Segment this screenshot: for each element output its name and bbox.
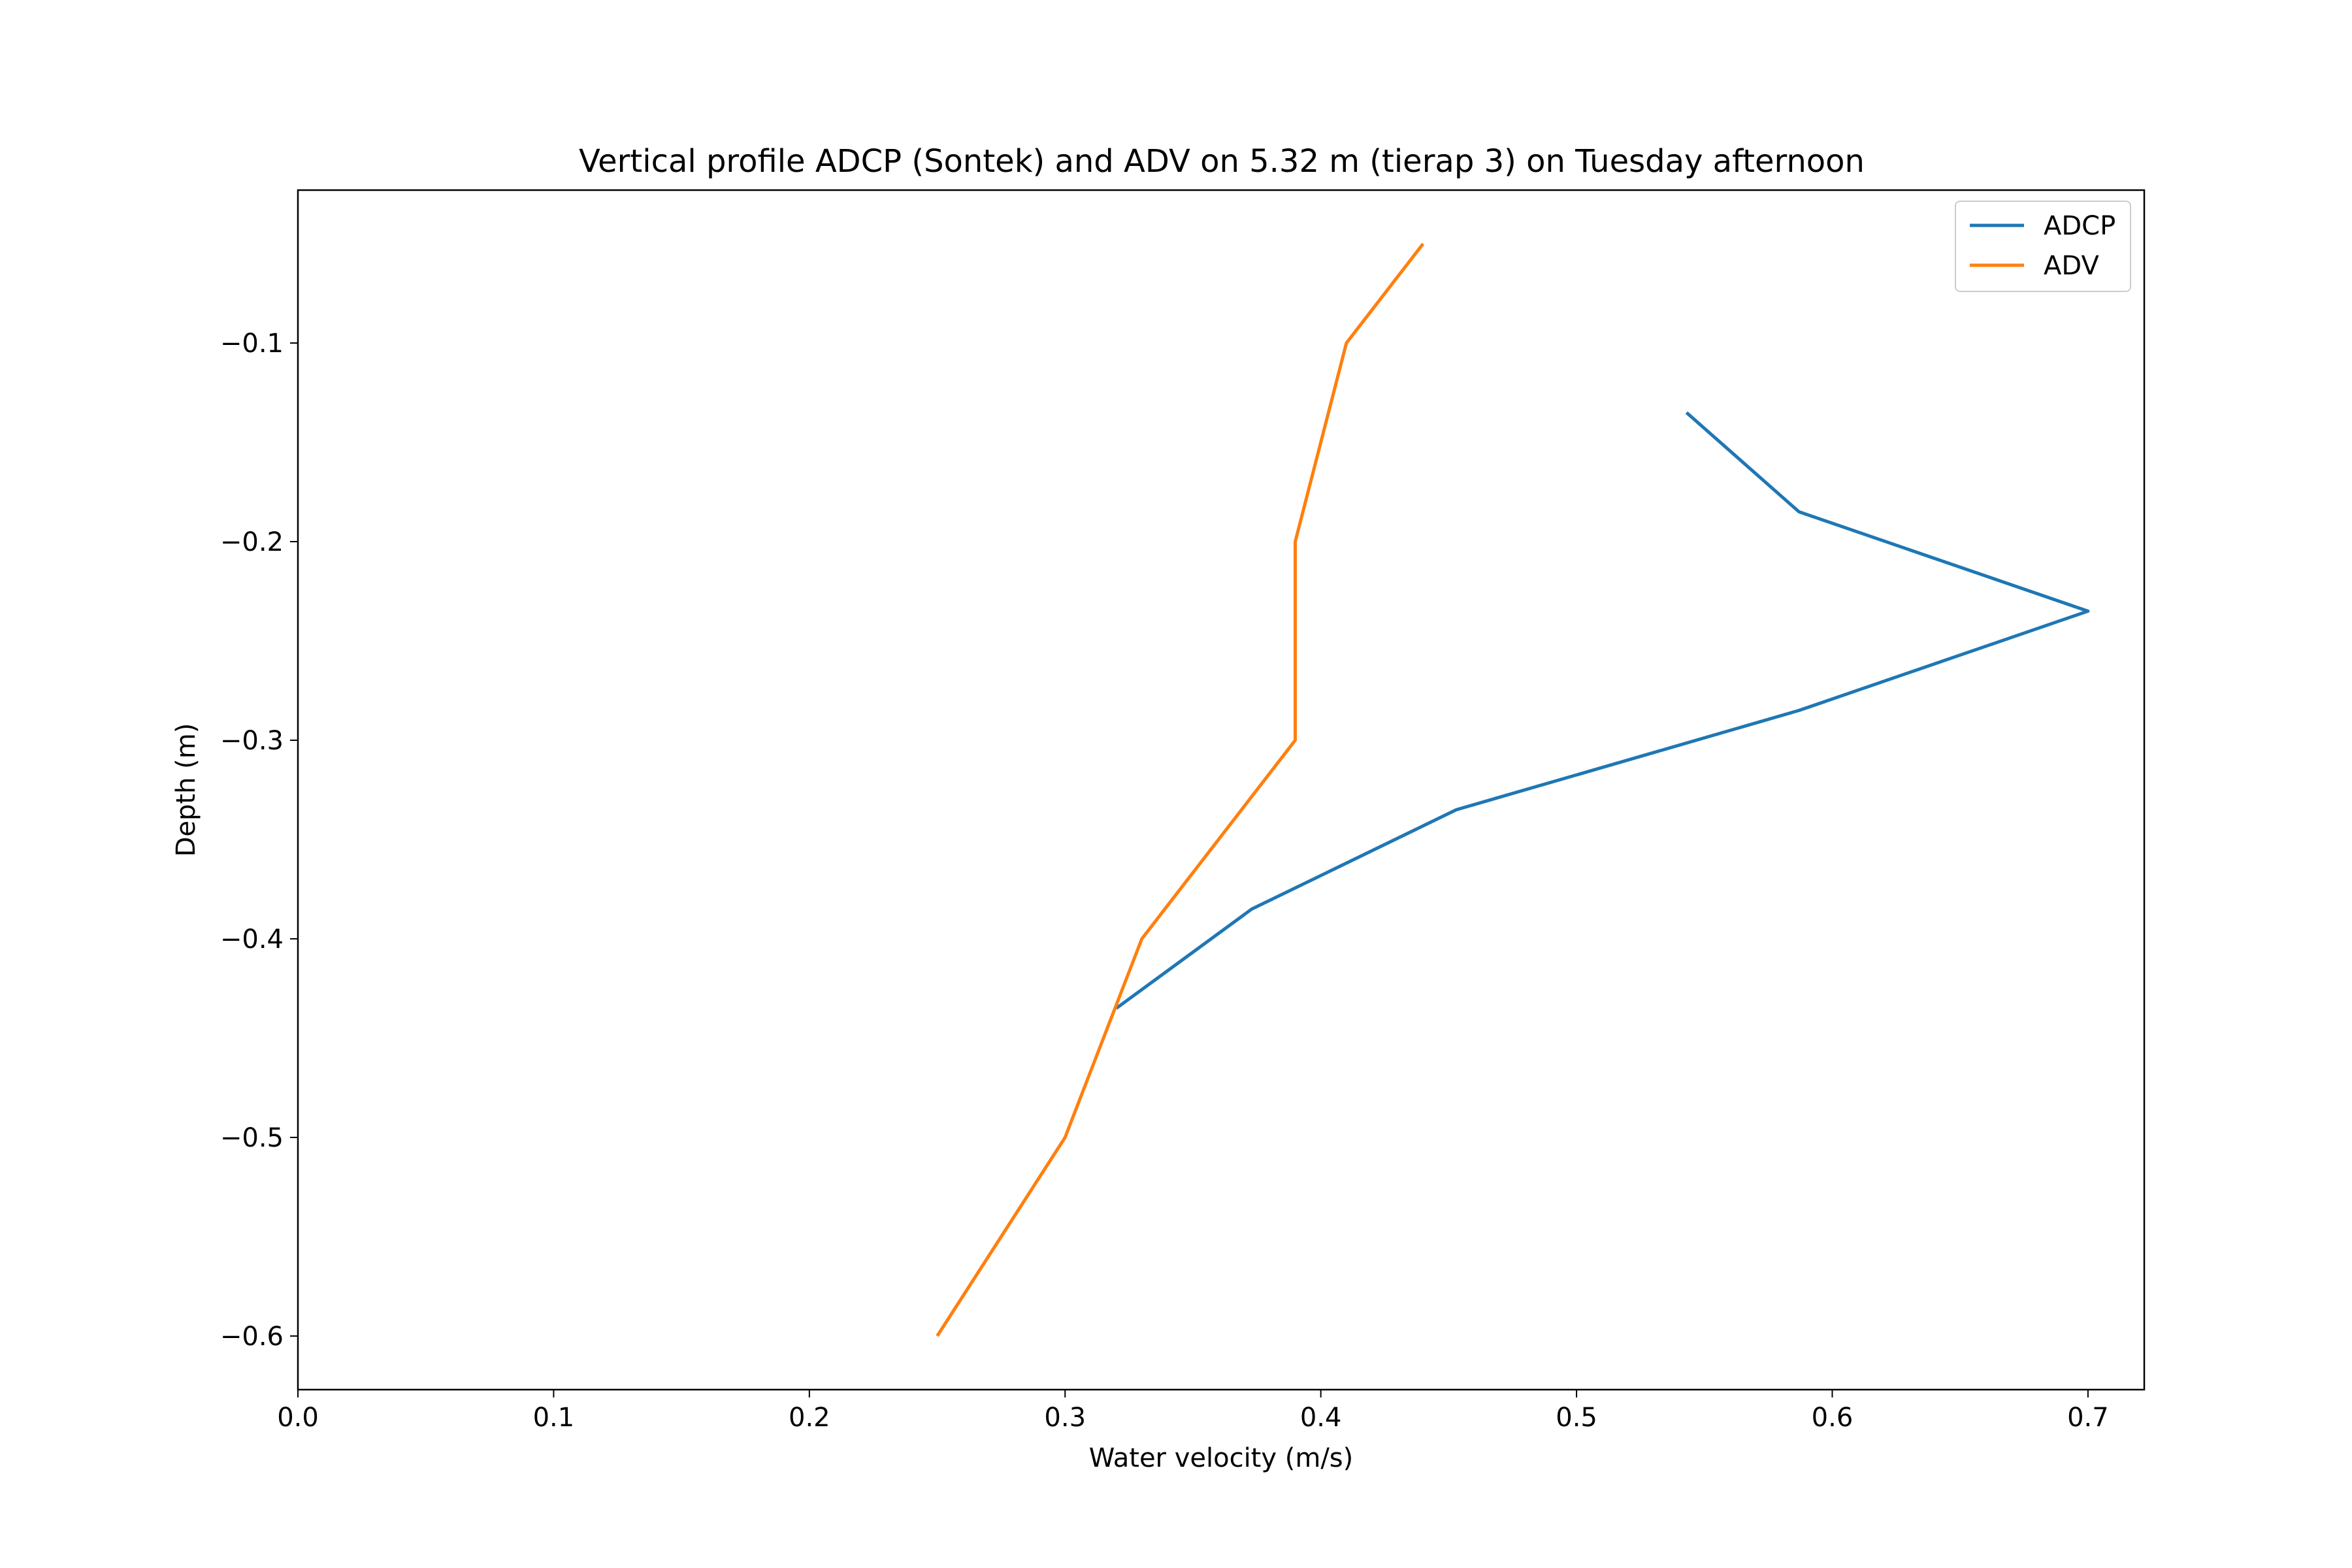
y-tick-label: −0.2 (220, 527, 284, 557)
x-tick-label: 0.4 (1300, 1403, 1342, 1433)
legend-label-adv: ADV (2044, 251, 2099, 281)
y-tick-label: −0.3 (220, 726, 284, 756)
x-tick-label: 0.7 (2067, 1403, 2109, 1433)
x-tick-label: 0.6 (1812, 1403, 1854, 1433)
series-line-adcp (1115, 411, 2090, 1010)
legend-label-adcp: ADCP (2044, 211, 2115, 241)
x-tick-label: 0.2 (789, 1403, 830, 1433)
y-axis-label: Depth (m) (171, 723, 201, 857)
axes-layer: 0.0 0.1 0.2 0.3 0.4 0.5 0.6 0.7 −0.1 −0.2 −0.3 −0.4… (220, 329, 2109, 1433)
chart-title: Vertical profile ADCP (Sontek) and ADV o… (579, 143, 1865, 180)
y-tick-label: −0.5 (220, 1123, 284, 1153)
plot-area-frame (297, 189, 2146, 1391)
legend: ADCP ADV (1955, 201, 2131, 292)
x-tick-label: 0.5 (1556, 1403, 1597, 1433)
x-tick-label: 0.1 (533, 1403, 575, 1433)
y-tick-label: −0.1 (220, 329, 284, 359)
x-tick-label: 0.3 (1044, 1403, 1086, 1433)
series-layer (936, 242, 2090, 1337)
x-axis-label: Water velocity (m/s) (1089, 1443, 1354, 1473)
x-tick-label: 0.0 (277, 1403, 319, 1433)
y-tick-label: −0.6 (220, 1322, 284, 1352)
y-tick-label: −0.4 (220, 924, 284, 955)
series-line-adv (936, 242, 1425, 1337)
